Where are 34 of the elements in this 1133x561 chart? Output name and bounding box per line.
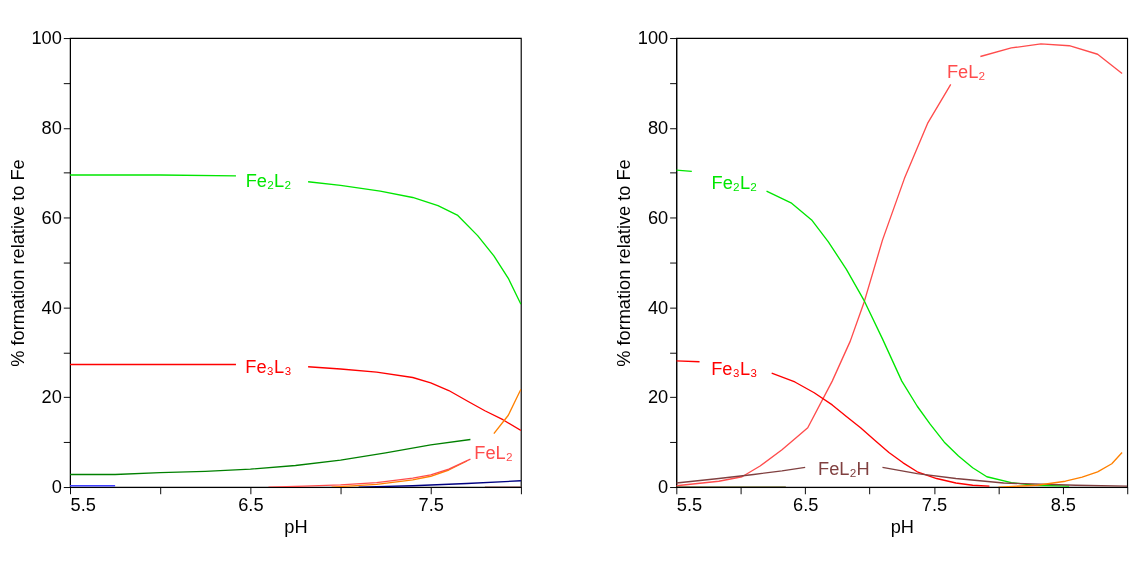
line-series — [357, 480, 521, 488]
x-tick-label: 5.5 — [70, 494, 96, 515]
y-tick-label: 40 — [647, 297, 669, 318]
x-tick-label: 6.5 — [792, 494, 819, 515]
y-tick-label: 80 — [647, 118, 669, 139]
x-axis-title: pH — [284, 516, 308, 537]
y-tick-label: 60 — [647, 207, 669, 228]
series-label: FeL₂ — [946, 62, 986, 83]
series-label: Fe₃L₃ — [711, 359, 758, 380]
series-label: Fe₃L₃ — [245, 357, 292, 378]
x-tick-label: 8.5 — [1050, 494, 1076, 515]
x-axis-title: pH — [890, 516, 914, 537]
y-tick-label: 60 — [41, 207, 62, 228]
line-series — [267, 458, 472, 488]
y-tick-label: 100 — [637, 28, 669, 49]
x-tick-label: 7.5 — [921, 494, 948, 515]
y-tick-label: 20 — [41, 387, 62, 408]
line-series — [70, 438, 472, 476]
y-tick-label: 100 — [31, 28, 62, 49]
y-tick-label: 0 — [51, 477, 62, 498]
y-axis-title: % formation relative to Fe — [614, 159, 635, 367]
x-tick-label: 7.5 — [418, 494, 444, 515]
series-label: Fe₂L₂ — [245, 170, 292, 191]
y-tick-label: 0 — [658, 477, 669, 498]
y-axis-title: % formation relative to Fe — [7, 159, 28, 367]
x-tick-label: 5.5 — [676, 494, 703, 515]
series-label: FeL₂ — [474, 443, 513, 464]
y-tick-label: 20 — [647, 387, 669, 408]
series-label: Fe₂L₂ — [711, 172, 758, 193]
x-tick-label: 6.5 — [238, 494, 264, 515]
y-tick-label: 80 — [41, 118, 62, 139]
series-label: FeL₂H — [818, 458, 870, 479]
y-tick-label: 40 — [41, 297, 62, 318]
line-series — [997, 451, 1123, 488]
